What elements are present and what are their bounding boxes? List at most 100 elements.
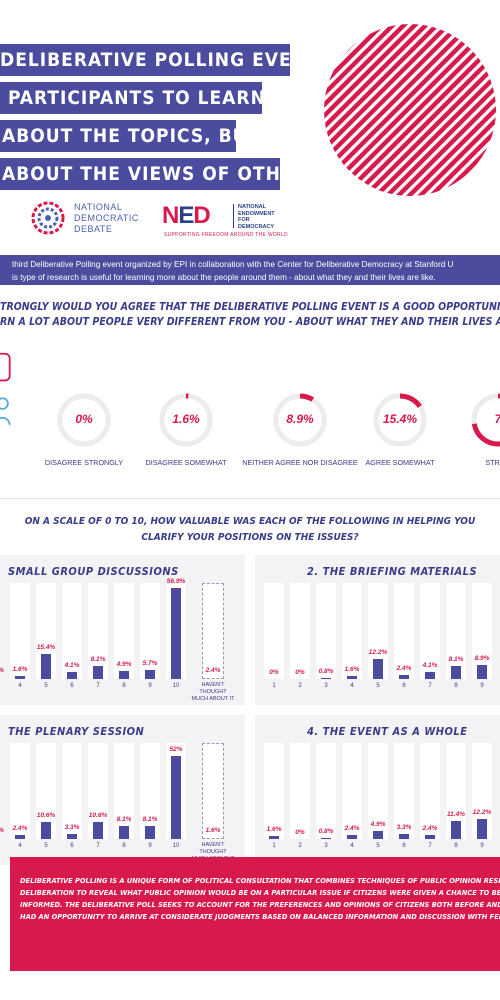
bar-category-label: 6 — [70, 843, 74, 849]
question-1-line-1: TRONGLY WOULD YOU AGREE THAT THE DELIBER… — [0, 301, 500, 313]
bar-category-label: 8 — [122, 683, 126, 689]
bar-category-label: 7 — [428, 683, 432, 689]
bar-value-label: 10.6% — [36, 812, 56, 820]
bar-value-label: 11.4% — [447, 810, 465, 818]
bar — [477, 664, 487, 679]
bar-category-label: 2 — [298, 843, 302, 849]
bar — [373, 659, 383, 679]
chart-title: 2. THE BRIEFING MATERIALS — [307, 565, 478, 578]
havent-thought-value: 1.6% — [205, 827, 221, 834]
donut-caption: STRON — [485, 458, 500, 467]
bar-category-label: 9 — [148, 843, 152, 849]
chart-title: 4. THE EVENT AS A WHOLE — [307, 725, 468, 738]
bar-category-label: 9 — [480, 843, 484, 849]
bar-value-label: 8.1% — [90, 656, 106, 664]
bar-category-label: 1 — [272, 683, 276, 689]
bar — [171, 755, 181, 839]
bar — [145, 826, 155, 839]
bar-value-label: 4.9% — [370, 821, 386, 829]
bar-value-label: 3.3% — [64, 823, 80, 831]
bar-value-label: 10.6% — [88, 812, 108, 820]
bar-track — [368, 583, 388, 679]
bar-track — [472, 743, 492, 839]
ned-tagline: SUPPORTING FREEDOM AROUND THE WORLD — [164, 232, 288, 238]
footer-definition: DELIBERATIVE POLLING IS A UNIQUE FORM OF… — [10, 857, 500, 971]
bar-track — [114, 743, 134, 839]
intro-band: third Deliberative Polling event organiz… — [0, 255, 500, 285]
bar-category-label: 6 — [402, 683, 406, 689]
bar — [425, 672, 435, 679]
bar-track — [316, 743, 336, 839]
havent-thought-caption-1: HAVEN'T THOUGHT — [199, 842, 227, 855]
bar — [425, 835, 435, 839]
bar-track — [420, 743, 440, 839]
bar — [477, 819, 487, 839]
bar — [347, 676, 357, 679]
bar-category-label: 5 — [44, 683, 48, 689]
ned-sub-3: FOR — [238, 217, 250, 223]
bar-track — [394, 583, 414, 679]
bar — [321, 837, 331, 839]
bar-value-label: 0% — [295, 669, 305, 676]
chart-panel: THE PLENARY SESSION% 2.4% 4 10.6% 5 3.3% 6 10.6… — [0, 715, 245, 865]
bar — [399, 833, 409, 839]
bar-value-label: 1.6% — [344, 666, 360, 674]
donut-caption: AGREE SOMEWHAT — [365, 458, 435, 467]
bar-track — [36, 583, 56, 679]
ned-sub-1: NATIONAL — [238, 204, 267, 210]
donut-arc — [373, 393, 427, 447]
question-2-line-1: ON A SCALE OF 0 TO 10, HOW VALUABLE WAS … — [24, 516, 476, 527]
bar-track — [342, 743, 362, 839]
bar — [119, 671, 129, 679]
bar-track — [420, 583, 440, 679]
bar-category-label: 10 — [172, 843, 180, 849]
bar — [67, 672, 77, 679]
bar-value-label: 1.6% — [12, 666, 28, 674]
bar-value-label: 12.2% — [368, 649, 388, 657]
bar-value-label: 0.8% — [318, 667, 334, 675]
bar-category-label: 10 — [172, 683, 180, 689]
bar-category-label: 7 — [428, 843, 432, 849]
footer-line-4: HAD AN OPPORTUNITY TO ARRIVE AT CONSIDER… — [20, 912, 500, 921]
donut-caption: NEITHER AGREE NOR DISAGREE — [242, 458, 358, 467]
havent-thought-caption-1: HAVEN'T THOUGHT — [199, 682, 227, 695]
bar-value-label: % — [0, 667, 6, 674]
footer-line-3: INFORMED. THE DELIBERATIVE POLL SEEKS TO… — [20, 900, 500, 909]
bar-track — [140, 743, 160, 839]
bar-track — [342, 583, 362, 679]
donut-track — [57, 393, 111, 447]
bar-value-label: 4.1% — [422, 662, 438, 670]
donut-value-label: 1.6% — [172, 412, 200, 426]
bar-value-label: 52% — [169, 745, 183, 753]
bar-value-label: 12.2% — [472, 809, 492, 817]
bar-track — [264, 583, 284, 679]
bar-category-label: 5 — [376, 683, 380, 689]
bar-track — [36, 743, 56, 839]
bar-track — [446, 743, 466, 839]
ndd-line-2: DEMOCRATIC — [74, 213, 139, 223]
question-1: TRONGLY WOULD YOU AGREE THAT THE DELIBER… — [0, 300, 500, 330]
bar-value-label: 2.4% — [344, 825, 360, 833]
donut-chart — [159, 393, 213, 447]
bar-track — [88, 583, 108, 679]
ndd-line-3: DEBATE — [74, 224, 113, 234]
bar-category-label: 1 — [272, 843, 276, 849]
ned-sub-2: ENDOWMENT — [238, 210, 275, 217]
bar-category-label: 5 — [44, 843, 48, 849]
bar-value-label: 15.4% — [36, 644, 56, 652]
bar-category-label: 4 — [18, 683, 22, 689]
people-icon — [0, 352, 11, 425]
ned-letter-e: E — [178, 202, 194, 229]
bar — [451, 666, 461, 679]
title-line-3: ABOUT THE TOPICS, BUT — [0, 120, 236, 152]
donut-chart — [471, 393, 500, 447]
ned-divider — [233, 204, 234, 228]
bar — [269, 836, 279, 839]
bar — [41, 822, 51, 839]
footer-line-2: DELIBERATION TO REVEAL WHAT PUBLIC OPINI… — [20, 888, 500, 897]
donut-arc — [471, 393, 500, 447]
bar-value-label: 2.4% — [12, 825, 28, 833]
title-line-1: DELIBERATIVE POLLING EVENT — [0, 44, 290, 76]
bar-value-label: % — [0, 827, 6, 834]
bar — [93, 822, 103, 839]
